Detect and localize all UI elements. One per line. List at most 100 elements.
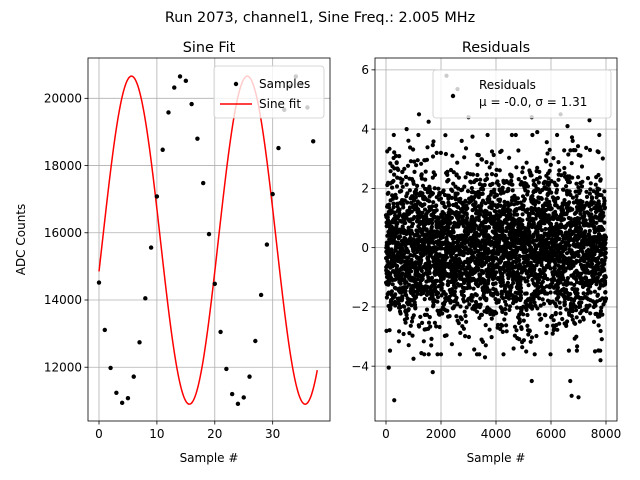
residual-point [443, 133, 448, 138]
residual-point [423, 177, 428, 182]
sample-point [177, 74, 183, 79]
residual-point [570, 207, 575, 212]
residual-point [403, 320, 408, 325]
residual-point [555, 285, 561, 290]
residual-point [601, 227, 606, 232]
residual-point [583, 229, 588, 234]
sine-fit-ytick-label: 20000 [44, 92, 82, 106]
residual-point [500, 323, 505, 328]
residual-point [424, 292, 429, 297]
sample-point [264, 242, 270, 247]
residual-point [445, 172, 450, 177]
residual-point [386, 202, 392, 207]
residual-point [528, 339, 533, 344]
residual-point [594, 195, 599, 200]
residual-point [416, 112, 422, 117]
residual-point [552, 326, 557, 331]
residual-point [537, 312, 542, 317]
residual-point [417, 234, 422, 239]
residual-point [501, 256, 506, 261]
residual-point [463, 313, 468, 318]
residual-point [446, 177, 451, 183]
residuals-title: Residuals [462, 40, 530, 56]
residual-point [494, 311, 499, 316]
residual-point [414, 187, 419, 192]
residual-point [415, 183, 420, 188]
residual-point [567, 228, 573, 233]
sample-point [143, 296, 148, 301]
residual-point [454, 295, 459, 300]
residual-point [547, 168, 552, 173]
residuals-xtick-label: 0 [382, 427, 390, 441]
residual-point [406, 249, 411, 254]
residual-point [391, 178, 396, 184]
residual-point [399, 188, 404, 194]
residual-point [572, 282, 577, 288]
residual-point [483, 323, 488, 328]
residual-point [483, 201, 488, 206]
sine-fit-xlabel: Sample # [180, 451, 239, 465]
residual-point [532, 266, 537, 271]
residual-point [521, 203, 526, 208]
residual-point [460, 187, 465, 192]
residual-point [475, 309, 480, 314]
residual-point [514, 328, 519, 333]
residual-point [583, 218, 588, 223]
residual-point [515, 196, 521, 201]
residual-point [386, 190, 391, 195]
residual-point [474, 293, 479, 298]
residual-point [555, 132, 560, 138]
residual-point [433, 285, 438, 290]
residual-point [484, 172, 489, 177]
residual-point [549, 190, 554, 195]
residual-point [409, 319, 415, 324]
residual-point [532, 202, 538, 207]
residual-point [597, 187, 602, 192]
residual-point [403, 174, 409, 180]
residual-point [530, 193, 535, 199]
residual-point [403, 220, 408, 226]
residuals-ytick-label: −4 [351, 359, 369, 373]
residual-point [568, 378, 573, 384]
residual-point [525, 189, 530, 194]
sample-point [311, 139, 316, 144]
residual-point [576, 395, 581, 400]
residual-point [524, 160, 529, 165]
residual-point [475, 162, 480, 167]
residual-point [525, 312, 530, 318]
residual-point [429, 224, 434, 229]
residual-point [486, 225, 492, 230]
residual-point [596, 172, 601, 178]
residual-point [520, 222, 525, 227]
residual-point [545, 291, 550, 296]
residual-point [394, 184, 400, 189]
residual-point [530, 277, 535, 283]
residual-point [598, 177, 603, 182]
residual-point [599, 193, 604, 198]
residual-point [405, 200, 410, 205]
residual-point [398, 281, 403, 286]
residual-point [494, 167, 499, 172]
residual-point [428, 324, 433, 329]
residual-point [478, 177, 483, 182]
residual-point [437, 324, 442, 330]
residual-point [495, 179, 500, 184]
residual-points [383, 73, 609, 403]
residual-point [437, 192, 442, 197]
residual-point [531, 222, 537, 227]
residual-point [458, 330, 463, 335]
residual-point [485, 285, 490, 290]
residual-point [519, 289, 524, 294]
residual-point [467, 285, 472, 290]
residual-point [484, 160, 489, 165]
residual-point [502, 203, 508, 208]
residual-point [455, 302, 460, 307]
residual-point [510, 182, 515, 187]
residual-point [541, 204, 546, 209]
residual-point [391, 205, 396, 210]
residual-point [510, 188, 515, 193]
sine-fit-ytick-label: 18000 [44, 159, 82, 173]
residual-point [491, 259, 496, 264]
residual-point [420, 276, 425, 282]
residual-point [452, 304, 457, 309]
